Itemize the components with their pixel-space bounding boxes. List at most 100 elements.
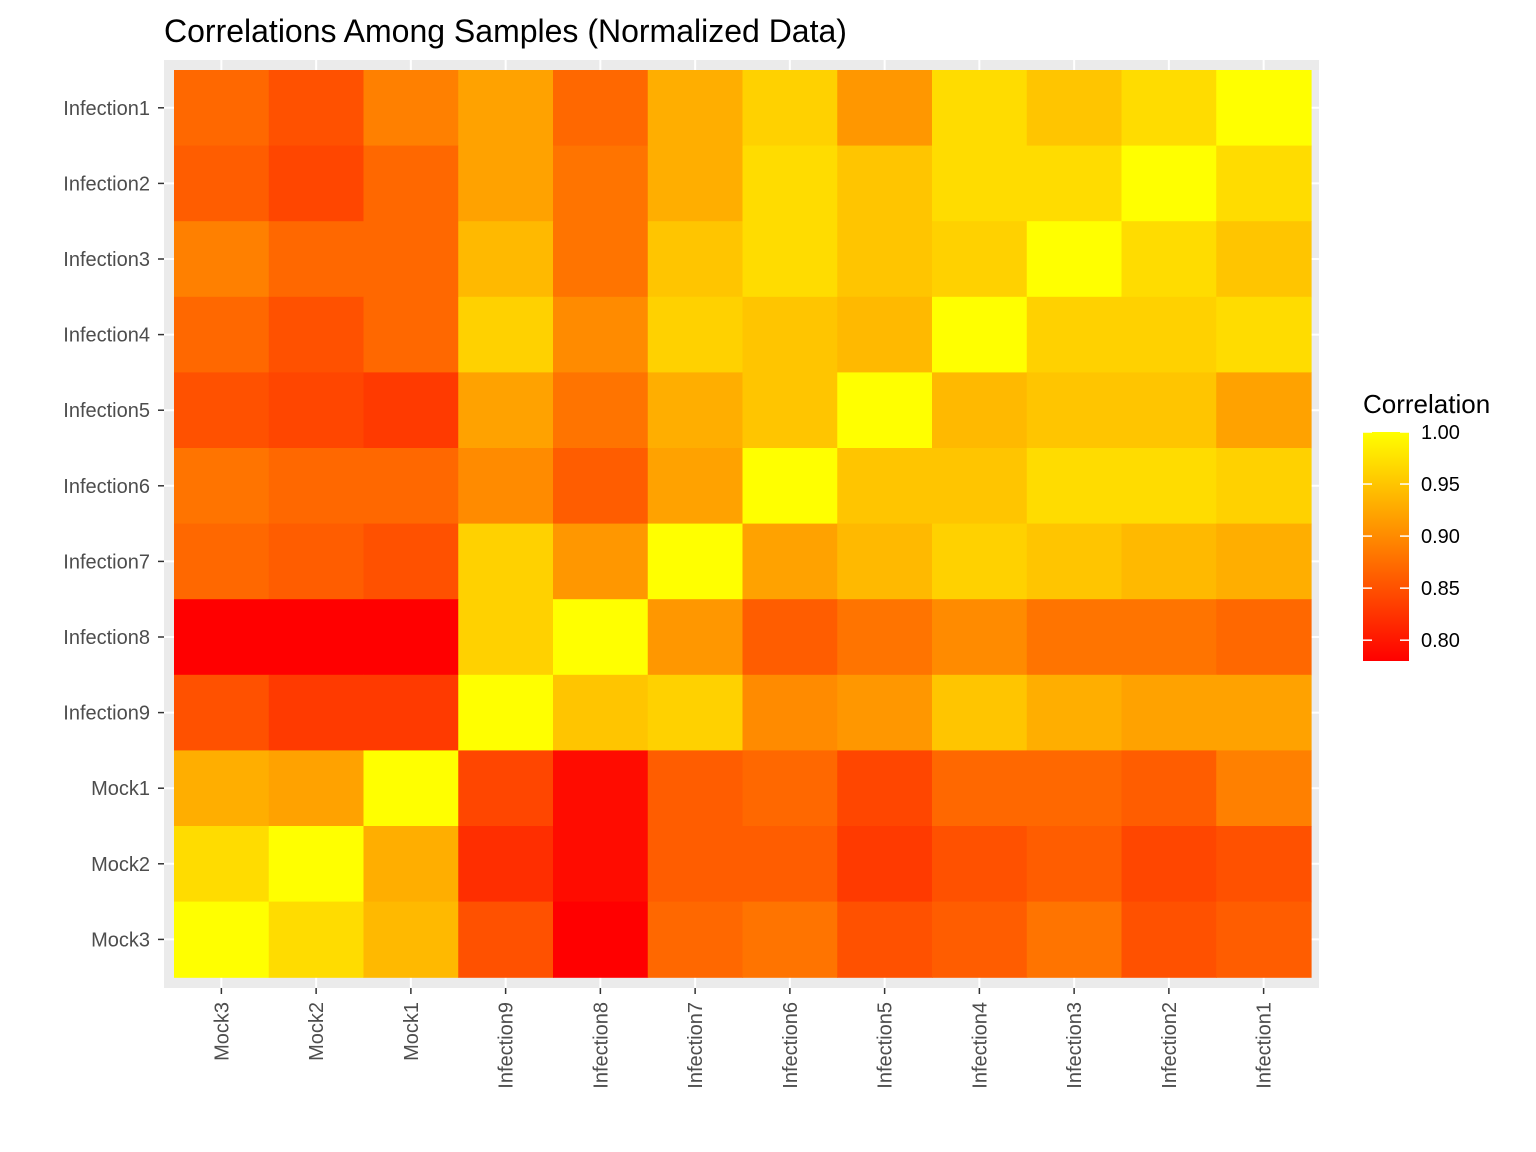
x-tick-label: Infection7 <box>685 1002 707 1089</box>
heatmap-cell <box>742 70 838 147</box>
heatmap-cell <box>174 599 270 676</box>
heatmap-cell <box>932 523 1028 600</box>
legend-title: Correlation <box>1363 389 1490 419</box>
x-tick-label: Infection4 <box>969 1002 991 1089</box>
y-tick-label: Mock1 <box>91 778 150 800</box>
heatmap-cell <box>837 448 933 525</box>
heatmap-cell <box>553 599 649 676</box>
x-tick-label: Infection9 <box>496 1002 518 1089</box>
heatmap-cell <box>837 70 933 147</box>
legend-ticks: 1.00 0.95 0.90 0.85 0.80 <box>1363 422 1460 652</box>
heatmap-cell <box>932 901 1028 978</box>
y-tick-label: Infection5 <box>63 400 150 422</box>
heatmap-cell <box>1121 674 1217 751</box>
heatmap-cell <box>837 599 933 676</box>
x-tick-label: Infection8 <box>590 1002 612 1089</box>
heatmap-cell <box>837 826 933 903</box>
heatmap-cell <box>174 750 270 827</box>
heatmap-cell <box>742 826 838 903</box>
heatmap-cell <box>1121 599 1217 676</box>
heatmap-cell <box>932 826 1028 903</box>
x-axis: Mock3 Mock2 Mock1 Infection9 Infection8 Infec… <box>211 988 1276 1089</box>
heatmap-cell <box>742 901 838 978</box>
heatmap-cell <box>742 296 838 373</box>
heatmap-cell <box>174 372 270 449</box>
heatmap-cell <box>174 296 270 373</box>
heatmap-cell <box>553 296 649 373</box>
heatmap-cell <box>1026 674 1123 751</box>
heatmap-cell <box>458 901 554 978</box>
heatmap-cell <box>174 523 270 600</box>
heatmap-cell <box>553 901 649 978</box>
legend-tick-label: 0.85 <box>1421 578 1460 600</box>
heatmap-cell <box>1026 145 1123 222</box>
x-tick-label: Mock1 <box>401 1002 423 1061</box>
heatmap-cell <box>268 674 365 751</box>
heatmap-cell <box>1121 523 1217 600</box>
heatmap-cell <box>1216 901 1312 978</box>
heatmap-cell <box>1121 70 1217 147</box>
heatmap-cell <box>268 826 365 903</box>
heatmap-cell <box>647 70 744 147</box>
heatmap-cell <box>647 221 744 298</box>
y-tick-label: Infection6 <box>63 476 150 498</box>
heatmap-cell <box>363 750 459 827</box>
y-tick-label: Infection3 <box>63 249 150 271</box>
heatmap-cell <box>742 145 838 222</box>
heatmap-cell <box>932 296 1028 373</box>
heatmap-cell <box>647 674 744 751</box>
heatmap-cell <box>363 296 459 373</box>
heatmap-cell <box>553 674 649 751</box>
heatmap-cell <box>932 372 1028 449</box>
heatmap-cell <box>742 448 838 525</box>
y-tick-label: Infection9 <box>63 703 150 725</box>
x-tick-label: Infection6 <box>780 1002 802 1089</box>
heatmap-cell <box>268 221 365 298</box>
heatmap-cell <box>363 448 459 525</box>
heatmap-cell <box>1216 145 1312 222</box>
y-tick-label: Infection8 <box>63 627 150 649</box>
heatmap-cell <box>647 296 744 373</box>
heatmap-cell <box>553 448 649 525</box>
heatmap-cell <box>553 145 649 222</box>
heatmap-cell <box>1216 826 1312 903</box>
heatmap-cell <box>268 901 365 978</box>
heatmap-cell <box>1026 523 1123 600</box>
x-tick-label: Infection5 <box>875 1002 897 1089</box>
heatmap-cell <box>363 145 459 222</box>
heatmap-cell <box>458 221 554 298</box>
heatmap-cell <box>742 523 838 600</box>
heatmap-cell <box>932 750 1028 827</box>
heatmap-cell <box>458 750 554 827</box>
heatmap-cell <box>363 372 459 449</box>
heatmap-cell <box>742 221 838 298</box>
heatmap-cell <box>553 523 649 600</box>
heatmap-cell <box>1121 750 1217 827</box>
heatmap-cell <box>647 901 744 978</box>
heatmap-cell <box>1216 372 1312 449</box>
y-tick-label: Infection7 <box>63 551 150 573</box>
heatmap-cell <box>647 448 744 525</box>
heatmap-cell <box>1216 296 1312 373</box>
heatmap-cell <box>458 70 554 147</box>
heatmap-cell <box>458 599 554 676</box>
heatmap-cell <box>363 674 459 751</box>
heatmap-cell <box>1026 448 1123 525</box>
heatmap-cell <box>458 523 554 600</box>
heatmap-cell <box>647 599 744 676</box>
heatmap-cell <box>553 372 649 449</box>
heatmap-cell <box>1026 826 1123 903</box>
heatmap-cell <box>1121 145 1217 222</box>
heatmap-cell <box>1026 221 1123 298</box>
y-axis: Infection1 Infection2 Infection3 Infection4… <box>63 98 164 951</box>
heatmap-cell <box>363 523 459 600</box>
heatmap-cell <box>742 750 838 827</box>
x-tick-label: Infection2 <box>1159 1002 1181 1089</box>
heatmap-cell <box>174 901 270 978</box>
x-tick-label: Infection3 <box>1064 1002 1086 1089</box>
heatmap-cell <box>1216 221 1312 298</box>
heatmap-cell <box>174 826 270 903</box>
heatmap-cell <box>837 372 933 449</box>
heatmap-cell <box>837 901 933 978</box>
y-tick-label: Infection4 <box>63 325 150 347</box>
